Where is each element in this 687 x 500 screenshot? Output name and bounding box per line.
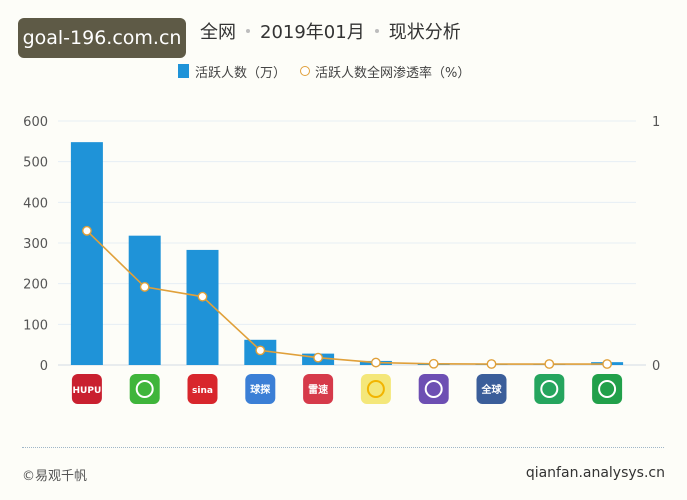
- y-tick-label: 100: [23, 318, 48, 333]
- soccer-player-icon: [418, 374, 449, 404]
- legend-bar-swatch: [178, 64, 189, 78]
- chart-legend: 活跃人数（万） 活跃人数全网渗透率（%）: [178, 62, 471, 81]
- title-scope: 全网: [200, 22, 236, 43]
- line-point: [197, 291, 208, 302]
- svg-text:雷速: 雷速: [308, 383, 328, 396]
- legend-line-swatch: [300, 66, 311, 76]
- y-tick-label: 500: [23, 156, 48, 171]
- title-separator-dot: [246, 29, 250, 33]
- zhibo8-icon: 球探: [245, 374, 276, 404]
- svg-text:HUPU: HUPU: [73, 386, 102, 396]
- line-point: [139, 282, 150, 292]
- line-point: [544, 359, 555, 369]
- svg-text:球探: 球探: [250, 383, 270, 396]
- y-tick-label: 400: [23, 196, 48, 211]
- green-app-icon: [592, 374, 623, 404]
- y-tick-label: 200: [23, 278, 48, 293]
- leisu-icon: 雷速: [303, 374, 334, 404]
- title-separator-dot: [374, 29, 379, 33]
- y2-tick-label: 0: [652, 359, 660, 374]
- dongqiudi-icon: [129, 374, 160, 404]
- svg-text:全球: 全球: [481, 383, 503, 396]
- quanqiu-icon: 全球: [476, 374, 507, 404]
- title-subject: 现状分析: [388, 22, 461, 43]
- legend-bar-label: 活跃人数（万）: [195, 65, 287, 81]
- sina-sports-icon: sina: [187, 374, 218, 404]
- title-date: 2019年01月: [260, 22, 365, 43]
- line-point: [486, 359, 497, 369]
- chart-title: 全网 2019年01月 现状分析: [200, 18, 500, 44]
- line-point: [82, 225, 92, 236]
- line-point: [428, 358, 439, 369]
- footer-divider: [22, 447, 664, 448]
- bar: [70, 142, 103, 365]
- svg-text:sina: sina: [192, 386, 213, 396]
- y-tick-label: 0: [40, 359, 48, 374]
- bar: [128, 235, 161, 365]
- y-tick-label: 600: [23, 115, 48, 130]
- footer-copyright: ©易观千帆: [22, 469, 88, 484]
- penetration-line: [86, 230, 608, 365]
- footer-source: qianfan.analysys.cn: [525, 465, 665, 481]
- line-point: [313, 352, 323, 363]
- line-point: [370, 357, 381, 368]
- line-point: [255, 345, 266, 356]
- y2-tick-label: 1: [652, 115, 660, 130]
- search-ball-icon: [534, 374, 565, 404]
- legend-line-label: 活跃人数全网渗透率（%）: [315, 65, 471, 81]
- y-tick-label: 300: [23, 237, 48, 252]
- watermark-badge: goal-196.com.cn: [18, 18, 186, 58]
- line-point: [602, 359, 612, 369]
- sun-icon: [360, 374, 391, 404]
- chart-plot: 0 100 200 300 400 500 600 0 1 HUPU sina 球探 雷速 全球: [23, 115, 660, 404]
- hupu-icon: HUPU: [71, 374, 102, 404]
